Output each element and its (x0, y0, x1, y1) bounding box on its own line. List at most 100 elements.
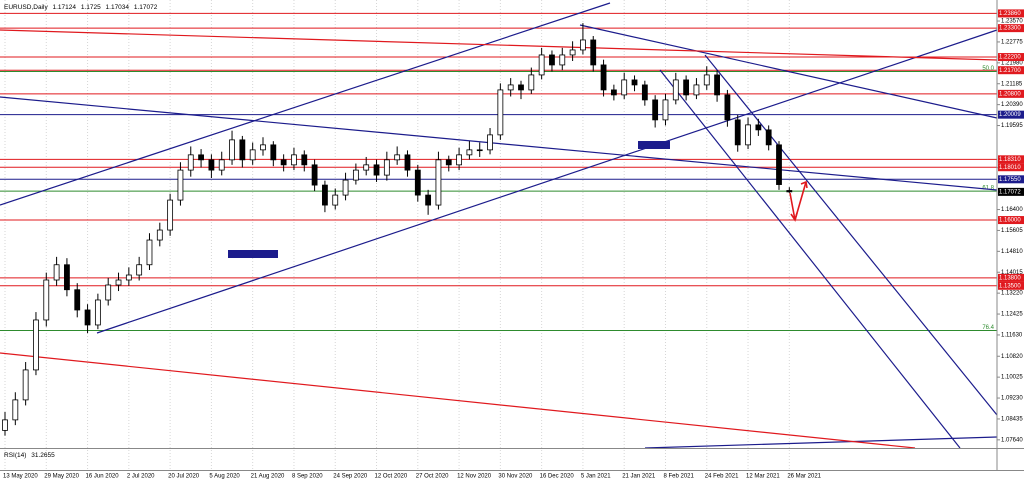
indicator-name: RSI(14) (4, 452, 26, 459)
candle-body (435, 159, 442, 206)
open: 1.17124 (53, 4, 77, 11)
y-tick-label: 1.21980 (1001, 60, 1023, 66)
candle-body (115, 279, 122, 286)
candle-body (332, 194, 339, 206)
level-tag (998, 110, 1024, 119)
x-tick-label: 20 Jul 2020 (168, 474, 200, 480)
x-tick-label: 21 Aug 2020 (251, 474, 285, 480)
candle-body (311, 164, 318, 186)
candle-body (64, 264, 70, 291)
trendlines (0, 2, 998, 449)
candle-body (2, 419, 8, 431)
level-tag (998, 281, 1024, 290)
level-label: 1.16000 (999, 218, 1021, 224)
candle-body (765, 129, 772, 146)
candle-body (425, 194, 432, 206)
level-tag (998, 9, 1024, 18)
level-label: 1.23300 (999, 26, 1021, 32)
fib-label: 50.0 (982, 66, 994, 72)
candle-body (456, 154, 462, 166)
candle-body (280, 159, 287, 166)
level-tag (998, 273, 1024, 282)
candle-body (538, 54, 545, 76)
level-tag (998, 163, 1024, 172)
low: 1.17034 (106, 4, 130, 11)
x-tick-label: 24 Feb 2021 (705, 474, 739, 480)
y-tick-label: 1.08435 (1001, 417, 1023, 423)
candle-body (249, 149, 256, 161)
y-tick-label: 1.14015 (1001, 270, 1023, 276)
trendline (644, 436, 998, 449)
level-tag (998, 175, 1024, 184)
candle-body (497, 89, 504, 136)
candle-body (786, 190, 793, 193)
candle-body (363, 164, 370, 171)
trendline (0, 2, 611, 206)
candle-body (610, 89, 617, 96)
candle-body (549, 54, 555, 66)
candle-body (528, 74, 535, 91)
y-tick-label: 1.19595 (1001, 123, 1023, 129)
x-tick-label: 26 Mar 2021 (787, 474, 821, 480)
candle-body (404, 154, 411, 171)
y-tick-label: 1.13220 (1001, 291, 1023, 297)
levels: 50.061.876.4 (0, 12, 997, 331)
candle-body (394, 154, 401, 161)
candle-body (301, 154, 308, 166)
trendline (659, 69, 961, 449)
indicator: RSI(14) 31.2655 (4, 452, 55, 459)
arrow-head (800, 180, 808, 189)
candle-body (745, 124, 751, 146)
high: 1.1725 (81, 4, 101, 11)
candle-body (352, 169, 359, 181)
x-tick-label: 29 May 2020 (44, 474, 79, 480)
level-label: 1.23860 (999, 11, 1021, 17)
trendline (0, 96, 998, 191)
level-tag (998, 24, 1024, 33)
candle-body (383, 159, 390, 176)
level-label: 1.21700 (999, 68, 1021, 74)
candle-body (569, 49, 576, 56)
level-label: 1.18010 (999, 165, 1021, 171)
candle-body (476, 149, 483, 152)
trendline (0, 352, 916, 449)
y-tick-label: 1.10025 (1001, 375, 1023, 381)
level-label: 1.17550 (999, 177, 1021, 183)
candle-body (672, 79, 679, 101)
candle-body (776, 144, 782, 185)
y-tick-label: 1.22775 (1001, 40, 1023, 46)
price-label: 1.17072 (999, 189, 1021, 195)
x-tick-label: 2 Jul 2020 (127, 474, 155, 480)
candle-body (167, 199, 174, 231)
candle-body (641, 84, 648, 101)
candle-body (487, 134, 493, 151)
zone (638, 141, 670, 149)
trendline (96, 29, 998, 334)
candle-body (693, 84, 700, 96)
level-label: 1.13500 (999, 283, 1021, 289)
candle-body (208, 159, 215, 171)
candle-body (156, 229, 163, 241)
candle-body (322, 184, 328, 206)
level-tag (998, 155, 1024, 164)
y-tick-label: 1.15605 (1001, 228, 1023, 234)
candle-body (229, 139, 235, 161)
indicator-value: 31.2655 (31, 452, 55, 459)
candle-body (445, 159, 452, 166)
candles (2, 23, 793, 436)
candle-body (187, 154, 194, 171)
candle-body (631, 79, 638, 86)
y-tick-label: 1.16400 (1001, 207, 1023, 213)
candle-body (621, 79, 628, 96)
level-label: 1.20800 (999, 91, 1021, 97)
x-tick-label: 16 Dec 2020 (540, 474, 575, 480)
y-tick-label: 1.23570 (1001, 19, 1023, 25)
y-tick-label: 1.11630 (1001, 333, 1023, 339)
x-tick-label: 5 Jan 2021 (581, 474, 611, 480)
y-tick-label: 1.12425 (1001, 312, 1023, 318)
candle-body (33, 319, 39, 371)
x-tick-label: 13 May 2020 (3, 474, 38, 480)
candle-body (198, 154, 204, 161)
candle-body (74, 289, 81, 311)
